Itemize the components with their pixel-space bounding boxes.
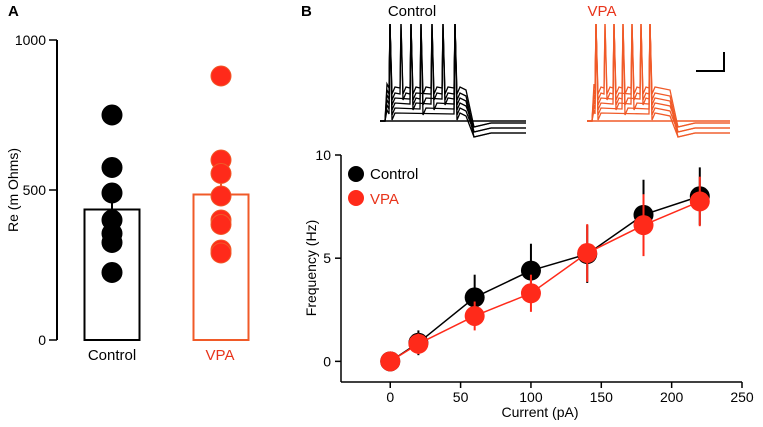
panel-a-y-ticks: 0 500 1000 [15, 32, 57, 348]
legend-label-control: Control [370, 166, 418, 183]
data-point-control [101, 232, 123, 253]
point-vpa [380, 351, 401, 372]
legend-marker-vpa [348, 190, 364, 206]
trace-sweep [380, 23, 526, 138]
data-point-control [101, 104, 123, 126]
panel-b-y-label: Frequency (Hz) [303, 220, 319, 316]
panel-b-ticks: 0 50 100 150 200 250 0 5 10 [315, 147, 753, 405]
category-label-control: Control [88, 347, 136, 364]
panel-b-y-tick-label: 0 [323, 353, 331, 369]
point-vpa [577, 243, 598, 264]
data-point-vpa [210, 163, 232, 184]
trace-sweep [587, 23, 730, 128]
trace-sweep [587, 23, 730, 138]
panel-b-x-label: Current (pA) [501, 404, 578, 420]
series-control [380, 167, 710, 372]
panel-a-y-tick-label: 1000 [15, 32, 46, 48]
panel-a-points [101, 65, 232, 283]
panel-a-chart: 0 500 1000 Re (m Ohms) Control VPA [5, 32, 250, 364]
point-control [520, 260, 541, 281]
legend: Control VPA [348, 166, 418, 208]
panel-b-y-tick-label: 10 [315, 147, 331, 163]
point-control [464, 287, 485, 308]
panel-b-x-tick-label: 0 [386, 389, 394, 405]
panel-a-y-tick-label: 0 [38, 332, 46, 348]
trace-sweep [587, 23, 730, 133]
panel-a-y-label: Re (m Ohms) [5, 148, 21, 232]
trace-sweep [587, 23, 730, 128]
spike-traces: Control VPA [380, 3, 730, 138]
panel-label-b: B [301, 3, 312, 20]
scale-bar [696, 52, 725, 72]
data-point-control [101, 262, 123, 283]
data-point-vpa [210, 242, 232, 264]
data-point-vpa [210, 214, 232, 235]
trace-label-control: Control [388, 3, 436, 20]
series-vpa [380, 176, 710, 372]
panel-b-y-tick-label: 5 [323, 250, 331, 266]
vpa-traces [587, 23, 730, 138]
point-vpa [689, 191, 710, 212]
panel-a-y-tick-label: 500 [23, 182, 47, 198]
data-point-control [101, 157, 123, 178]
panel-b-series [380, 167, 710, 372]
legend-marker-control [348, 166, 364, 182]
trace-sweep [587, 23, 730, 133]
point-vpa [464, 305, 485, 326]
panel-b-x-tick-label: 100 [519, 389, 543, 405]
trace-sweep [380, 23, 526, 133]
panel-b-chart: 0 50 100 150 200 250 0 5 10 Frequency (Hz) Curre… [303, 147, 754, 420]
trace-sweep [587, 23, 730, 138]
panel-label-a: A [8, 3, 19, 20]
panel-b-x-tick-label: 250 [730, 389, 754, 405]
panel-b-x-tick-label: 150 [590, 389, 614, 405]
point-vpa [520, 283, 541, 304]
point-vpa [633, 215, 654, 236]
data-point-vpa [210, 185, 232, 207]
control-traces [380, 23, 526, 138]
data-point-control [101, 182, 123, 204]
panel-b-x-tick-label: 200 [660, 389, 684, 405]
trace-label-vpa: VPA [588, 3, 617, 20]
point-vpa [408, 333, 429, 354]
data-point-vpa [210, 65, 232, 87]
panel-b-x-tick-label: 50 [453, 389, 469, 405]
legend-label-vpa: VPA [370, 191, 399, 208]
category-label-vpa: VPA [206, 347, 235, 364]
